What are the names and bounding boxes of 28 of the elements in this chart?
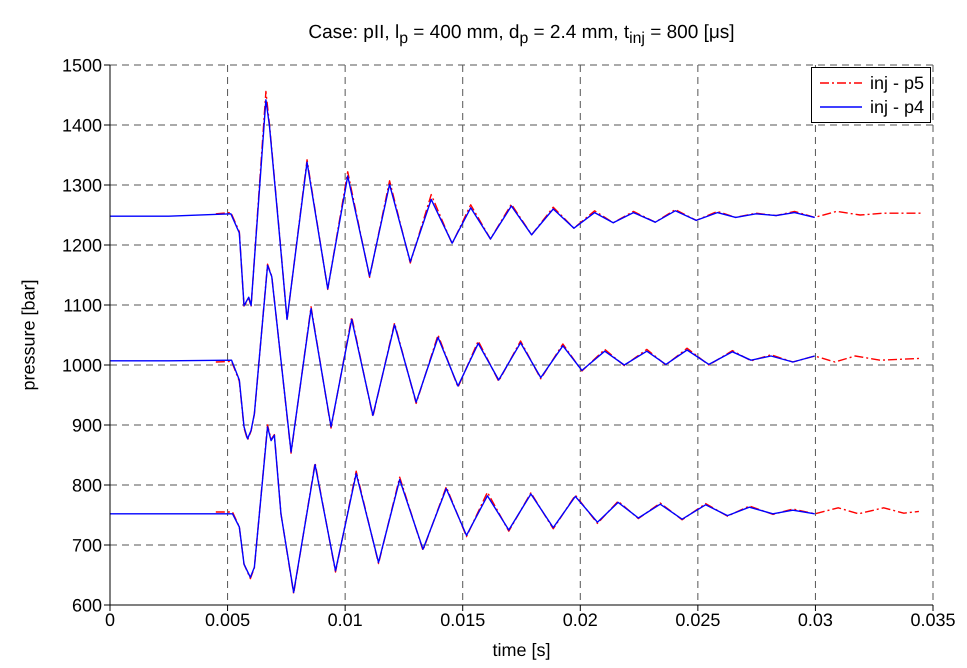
chart-title: Case: pII, l$_{p}$ = 400 mm, d$_{p}$ = 2.4 mm, t$_{inj}$ = 800 [μs]: [307, 22, 736, 48]
y-tick-label: 1200: [62, 235, 102, 256]
y-tick-label: 1400: [62, 115, 102, 136]
x-tick-label: 0.01: [328, 610, 363, 630]
y-tick-label: 1100: [63, 295, 102, 316]
legend-label: inj - p4: [870, 96, 924, 119]
x-tick-label: 0: [104, 610, 116, 630]
y-tick-label: 1500: [62, 55, 102, 76]
x-tick-label: 0.025: [675, 610, 720, 630]
line-series: [215, 424, 920, 594]
y-tick-label: 1000: [62, 355, 102, 376]
x-tick-label: 0.03: [798, 610, 833, 630]
y-tick-label: 1300: [62, 175, 102, 196]
line-series: [110, 264, 816, 453]
x-tick-label: 0.02: [562, 610, 598, 630]
y-tick-label: 800: [72, 475, 102, 496]
legend-label: inj - p5: [870, 72, 924, 95]
y-axis-title: pressure [bar]: [18, 279, 38, 391]
y-tick-label: 700: [72, 535, 102, 556]
x-tick-label: 0.015: [440, 610, 486, 630]
x-axis-title: time [s]: [492, 640, 551, 660]
line-series: [215, 264, 922, 454]
x-tick-label: 0.035: [910, 610, 956, 630]
y-tick-label: 900: [72, 415, 102, 436]
y-tick-label: 600: [72, 595, 102, 616]
x-tick-label: 0.005: [205, 610, 250, 630]
line-series: [110, 99, 816, 320]
line-series: [110, 426, 816, 594]
